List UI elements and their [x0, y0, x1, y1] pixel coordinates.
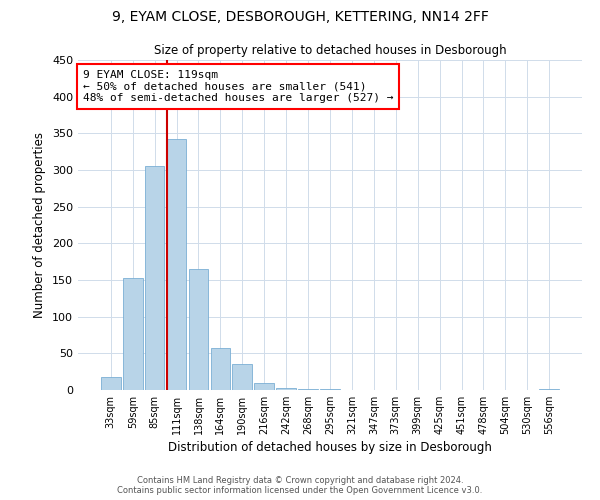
Bar: [101, 377, 121, 390]
Bar: [145, 166, 164, 390]
Bar: [211, 348, 230, 390]
Bar: [188, 269, 208, 390]
Text: 9, EYAM CLOSE, DESBOROUGH, KETTERING, NN14 2FF: 9, EYAM CLOSE, DESBOROUGH, KETTERING, NN…: [112, 10, 488, 24]
Bar: [232, 364, 252, 390]
Text: Contains HM Land Registry data © Crown copyright and database right 2024.
Contai: Contains HM Land Registry data © Crown c…: [118, 476, 482, 495]
Title: Size of property relative to detached houses in Desborough: Size of property relative to detached ho…: [154, 44, 506, 58]
X-axis label: Distribution of detached houses by size in Desborough: Distribution of detached houses by size …: [168, 441, 492, 454]
Bar: [276, 388, 296, 390]
Y-axis label: Number of detached properties: Number of detached properties: [34, 132, 46, 318]
Bar: [123, 278, 143, 390]
Bar: [539, 388, 559, 390]
Text: 9 EYAM CLOSE: 119sqm
← 50% of detached houses are smaller (541)
48% of semi-deta: 9 EYAM CLOSE: 119sqm ← 50% of detached h…: [83, 70, 394, 103]
Bar: [254, 384, 274, 390]
Bar: [167, 139, 187, 390]
